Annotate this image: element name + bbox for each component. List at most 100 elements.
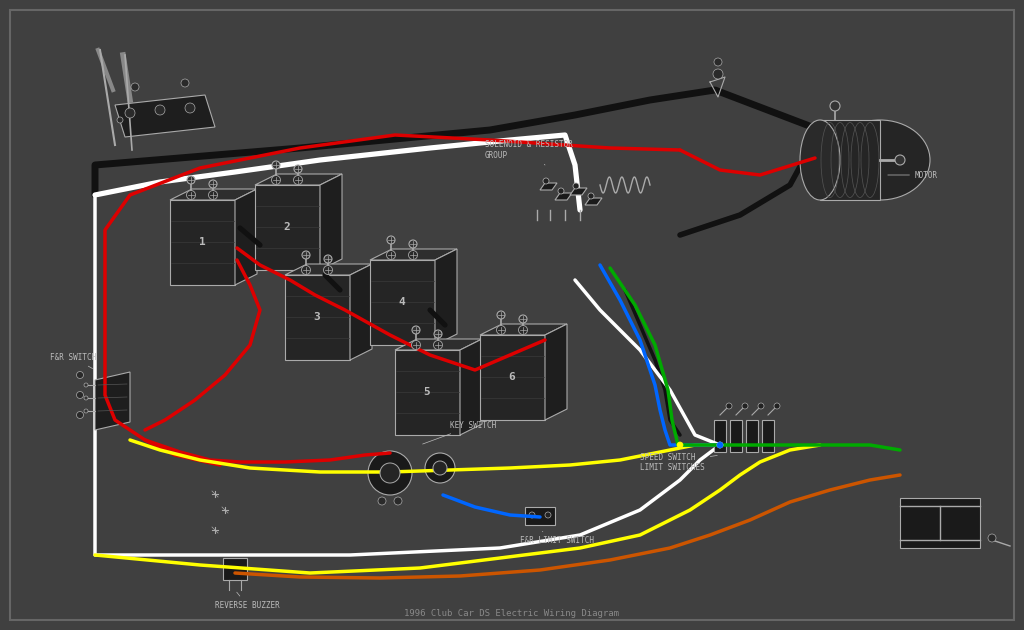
- Text: 5: 5: [424, 387, 430, 397]
- Text: F&R SWITCH: F&R SWITCH: [50, 353, 96, 369]
- Circle shape: [187, 176, 195, 184]
- Circle shape: [84, 383, 88, 387]
- Bar: [730, 420, 742, 452]
- Circle shape: [394, 497, 402, 505]
- Text: KEY SWITCH: KEY SWITCH: [423, 421, 497, 444]
- Circle shape: [387, 236, 395, 244]
- Polygon shape: [319, 174, 342, 270]
- Text: 6: 6: [509, 372, 515, 382]
- Circle shape: [677, 442, 683, 448]
- Text: 2: 2: [284, 222, 291, 232]
- Circle shape: [742, 403, 748, 409]
- Polygon shape: [540, 183, 557, 190]
- Polygon shape: [545, 324, 567, 420]
- Circle shape: [302, 251, 310, 259]
- Text: 4: 4: [398, 297, 406, 307]
- Circle shape: [125, 108, 135, 118]
- Circle shape: [714, 58, 722, 66]
- Polygon shape: [820, 120, 880, 200]
- Circle shape: [409, 240, 417, 248]
- Polygon shape: [395, 339, 482, 350]
- Circle shape: [497, 326, 506, 335]
- Polygon shape: [255, 174, 342, 185]
- Circle shape: [185, 103, 195, 113]
- Circle shape: [412, 326, 420, 334]
- Polygon shape: [585, 198, 602, 205]
- Circle shape: [558, 188, 564, 194]
- Circle shape: [386, 251, 395, 260]
- Circle shape: [186, 190, 196, 200]
- Polygon shape: [480, 335, 545, 420]
- Circle shape: [272, 161, 280, 169]
- Circle shape: [84, 396, 88, 400]
- Circle shape: [434, 330, 442, 338]
- Circle shape: [717, 442, 723, 448]
- Circle shape: [518, 326, 527, 335]
- Text: 1: 1: [199, 237, 206, 247]
- Text: F&R LIMIT SWITCH: F&R LIMIT SWITCH: [520, 532, 594, 545]
- Circle shape: [209, 180, 217, 188]
- Circle shape: [271, 176, 281, 185]
- Ellipse shape: [830, 120, 930, 200]
- Circle shape: [301, 265, 310, 275]
- Circle shape: [588, 193, 594, 199]
- Circle shape: [717, 442, 723, 448]
- Text: 1996 Club Car DS Electric Wiring Diagram: 1996 Club Car DS Electric Wiring Diagram: [404, 609, 620, 618]
- Circle shape: [131, 83, 139, 91]
- Circle shape: [895, 155, 905, 165]
- Polygon shape: [395, 350, 460, 435]
- Circle shape: [412, 340, 421, 350]
- Bar: [762, 420, 774, 452]
- Circle shape: [380, 463, 400, 483]
- Polygon shape: [370, 260, 435, 345]
- Circle shape: [209, 190, 217, 200]
- Text: MOTOR: MOTOR: [888, 171, 938, 180]
- Circle shape: [830, 101, 840, 111]
- Circle shape: [77, 411, 84, 418]
- Circle shape: [294, 165, 302, 173]
- Polygon shape: [350, 264, 372, 360]
- Circle shape: [758, 403, 764, 409]
- Polygon shape: [285, 275, 350, 360]
- Bar: [746, 420, 758, 452]
- Text: SPEED SWITCH
LIMIT SWITCHES: SPEED SWITCH LIMIT SWITCHES: [640, 452, 717, 472]
- Circle shape: [77, 391, 84, 399]
- Circle shape: [543, 178, 549, 184]
- Polygon shape: [555, 193, 572, 200]
- Circle shape: [497, 311, 505, 319]
- Polygon shape: [170, 189, 257, 200]
- Polygon shape: [285, 264, 372, 275]
- Circle shape: [378, 497, 386, 505]
- Polygon shape: [435, 249, 457, 345]
- Circle shape: [84, 409, 88, 413]
- Circle shape: [324, 265, 333, 275]
- Circle shape: [368, 451, 412, 495]
- Circle shape: [774, 403, 780, 409]
- Ellipse shape: [800, 120, 840, 200]
- Circle shape: [155, 105, 165, 115]
- Circle shape: [433, 461, 447, 475]
- Bar: [714, 420, 726, 452]
- Circle shape: [519, 315, 527, 323]
- Text: SOLENOID & RESISTOR
GROUP: SOLENOID & RESISTOR GROUP: [485, 140, 572, 165]
- Circle shape: [77, 372, 84, 379]
- Circle shape: [117, 117, 123, 123]
- Bar: [900, 498, 980, 548]
- Circle shape: [433, 340, 442, 350]
- Polygon shape: [95, 372, 130, 430]
- Circle shape: [573, 183, 579, 189]
- Text: 3: 3: [313, 312, 321, 322]
- Bar: [223, 558, 247, 580]
- Circle shape: [726, 403, 732, 409]
- Circle shape: [988, 534, 996, 542]
- Polygon shape: [370, 249, 457, 260]
- Circle shape: [324, 255, 332, 263]
- Polygon shape: [234, 189, 257, 285]
- Bar: [525, 507, 555, 525]
- Polygon shape: [170, 200, 234, 285]
- Polygon shape: [115, 95, 215, 137]
- Circle shape: [713, 69, 723, 79]
- Circle shape: [529, 512, 535, 518]
- Polygon shape: [460, 339, 482, 435]
- Circle shape: [409, 251, 418, 260]
